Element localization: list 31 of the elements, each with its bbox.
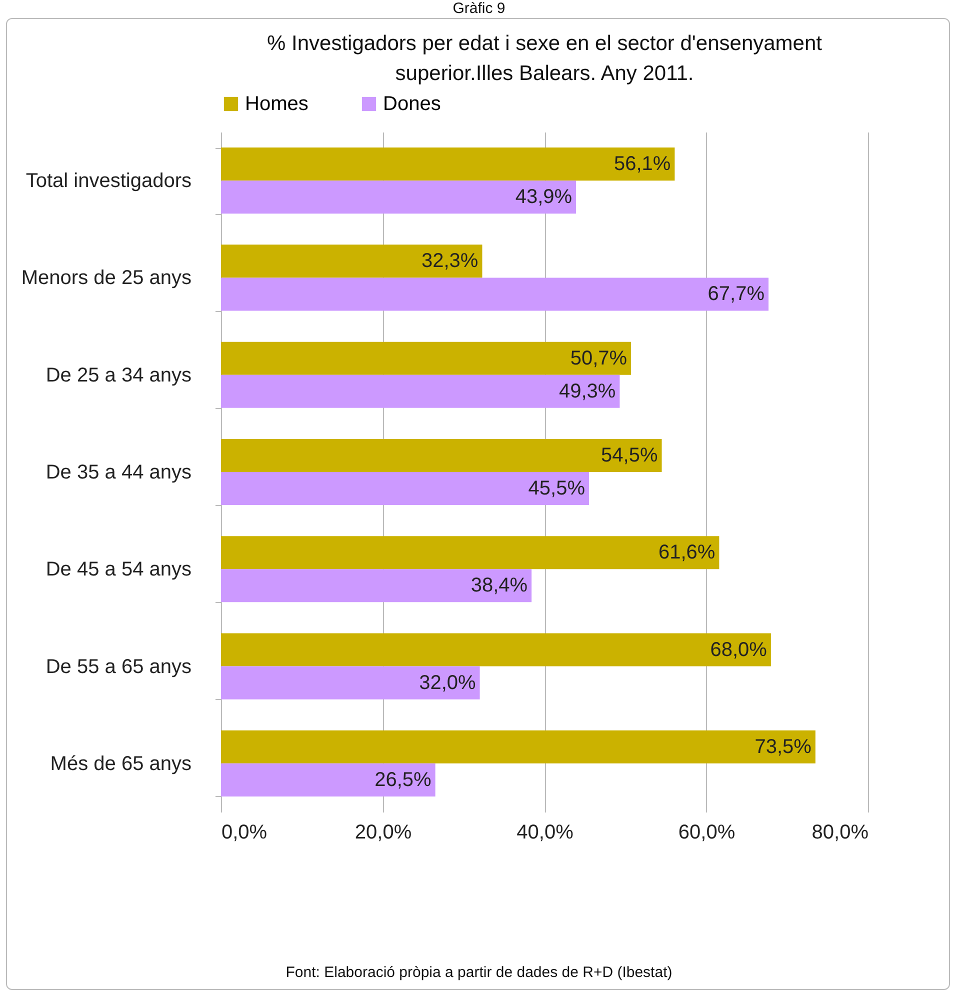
chart-title: % Investigadors per edat i sexe en el sector d'ensenyament superior.Illes Balears. Any 2011.: [267, 32, 822, 85]
data-label: 54,5%: [601, 444, 658, 466]
data-label: 26,5%: [374, 768, 432, 791]
x-tick-label: 20,0%: [354, 822, 412, 844]
y-tick-label: De 25 a 34 anys: [46, 364, 192, 386]
data-label: 32,3%: [422, 250, 478, 272]
legend-label: Homes: [245, 93, 308, 115]
y-tick-label: De 45 a 54 anys: [46, 558, 192, 581]
x-tick-label: 40,0%: [516, 822, 574, 844]
y-tick-label: De 55 a 65 anys: [46, 656, 192, 678]
y-tick-label: Total investigadors: [26, 170, 192, 192]
x-tick-label: 80,0%: [812, 822, 869, 844]
data-label: 43,9%: [515, 186, 572, 208]
data-label: 56,1%: [614, 153, 671, 176]
text: Font: Elaboració pròpia a partir de dades de R+D (Ibestat): [284, 964, 674, 981]
data-label: 68,0%: [710, 638, 768, 661]
y-tick-label: Més de 65 anys: [50, 752, 192, 775]
text: Gràfic 9: [452, 0, 506, 17]
data-label: 45,5%: [528, 478, 586, 500]
x-tick-label: 0,0%: [222, 822, 268, 844]
legend-label: Dones: [383, 93, 441, 115]
data-label: 73,5%: [754, 736, 812, 758]
data-label: 49,3%: [558, 380, 616, 402]
data-label: 50,7%: [570, 347, 628, 370]
data-label: 32,0%: [419, 672, 476, 694]
data-label: 38,4%: [470, 574, 528, 597]
y-tick-label: De 35 a 44 anys: [46, 462, 192, 484]
x-tick-label: 60,0%: [678, 822, 736, 844]
y-tick-label: Menors de 25 anys: [21, 267, 192, 290]
data-label: 61,6%: [658, 542, 716, 564]
data-label: 67,7%: [708, 283, 765, 306]
